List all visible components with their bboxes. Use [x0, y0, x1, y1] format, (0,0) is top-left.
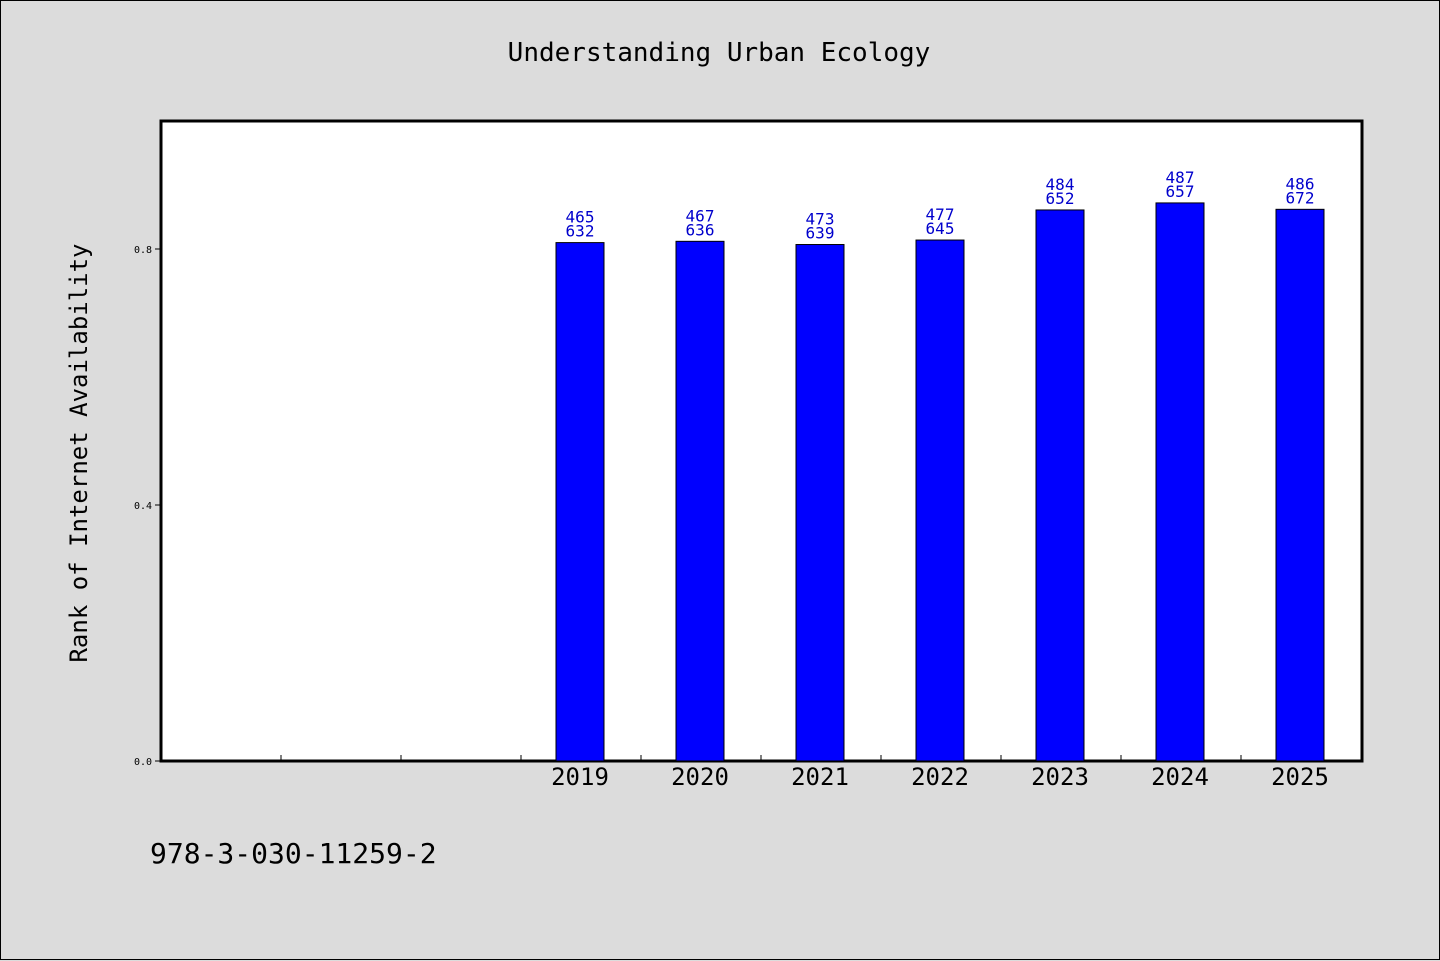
- data-label-2022-upper: 477: [926, 205, 955, 224]
- data-label-2019-upper: 465: [566, 208, 595, 227]
- data-label-2020-lower: 636: [686, 220, 715, 239]
- x-tick-label-2025: 2025: [1271, 763, 1329, 791]
- data-label-2022-lower: 645: [926, 219, 955, 238]
- bar-2019: [555, 242, 605, 762]
- bar-2020: [675, 240, 725, 762]
- bar-2021: [795, 244, 845, 762]
- data-label-2020-upper: 467: [686, 206, 715, 225]
- x-tick-label-2019: 2019: [551, 763, 609, 791]
- x-tick-label-2022: 2022: [911, 763, 969, 791]
- y-tick-label: 0.8: [134, 245, 152, 256]
- data-label-2025-lower: 672: [1286, 188, 1315, 207]
- isbn-text: 978-3-030-11259-2: [150, 837, 437, 870]
- bar-2024: [1155, 202, 1205, 762]
- data-label-2024-lower: 657: [1166, 182, 1195, 201]
- x-tick-label-2023: 2023: [1031, 763, 1089, 791]
- bar-2023: [1035, 209, 1085, 762]
- axis-layer: 0.0 0.4 0.8 2019 2020 2021 2022 2023 2024 2025: [134, 245, 1329, 791]
- x-tick-label-2020: 2020: [671, 763, 729, 791]
- data-label-2023-upper: 484: [1046, 175, 1075, 194]
- x-tick-label-2021: 2021: [791, 763, 849, 791]
- data-label-2024-upper: 487: [1166, 168, 1195, 187]
- y-tick-label: 0.4: [134, 501, 152, 512]
- data-label-2019-lower: 632: [566, 222, 595, 241]
- bar-2025: [1275, 208, 1325, 762]
- y-tick-label: 0.0: [134, 757, 152, 768]
- bar-2022: [915, 239, 965, 762]
- x-tick-label-2024: 2024: [1151, 763, 1209, 791]
- data-label-2021-upper: 473: [806, 210, 835, 229]
- data-label-2025-upper: 486: [1286, 174, 1315, 193]
- chart-title: Understanding Urban Ecology: [508, 38, 931, 68]
- y-axis-label: Rank of Internet Availability: [65, 243, 93, 662]
- data-label-2021-lower: 639: [806, 224, 835, 243]
- data-label-2023-lower: 652: [1046, 189, 1075, 208]
